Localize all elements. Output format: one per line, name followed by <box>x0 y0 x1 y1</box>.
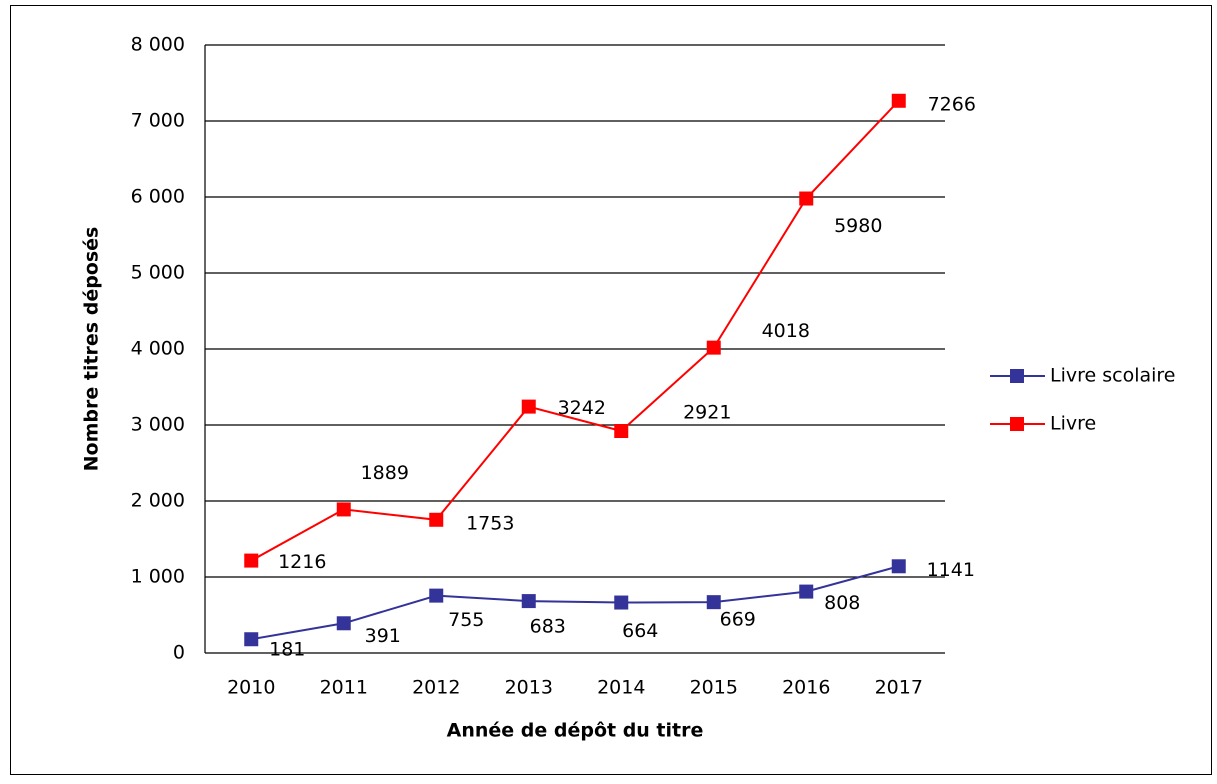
point-marker <box>336 616 351 631</box>
point-marker <box>521 594 536 609</box>
x-tick-label: 2011 <box>320 677 368 699</box>
series-line <box>250 100 900 562</box>
point-marker <box>244 553 259 568</box>
y-tick-label: 1 000 <box>131 566 185 588</box>
point-marker <box>799 584 814 599</box>
x-tick-label: 2016 <box>782 677 830 699</box>
data-label: 1753 <box>466 512 514 534</box>
data-label: 391 <box>365 625 401 647</box>
data-label: 4018 <box>762 320 810 342</box>
point-marker <box>429 512 444 527</box>
y-tick-label: 2 000 <box>131 490 185 512</box>
point-marker <box>706 340 721 355</box>
point-marker <box>799 191 814 206</box>
data-label: 181 <box>269 639 305 661</box>
point-marker <box>336 502 351 517</box>
chart-frame <box>10 5 1212 775</box>
data-label: 669 <box>720 609 756 631</box>
x-tick-label: 2017 <box>875 677 923 699</box>
y-tick-label: 4 000 <box>131 338 185 360</box>
legend-marker <box>1010 417 1024 431</box>
data-label: 1216 <box>278 551 326 573</box>
data-label: 755 <box>448 609 484 631</box>
point-marker <box>891 93 906 108</box>
data-label: 1141 <box>927 559 975 581</box>
legend-marker <box>1010 369 1024 383</box>
y-axis-title: Nombre titres déposés <box>81 227 103 472</box>
x-tick-label: 2012 <box>412 677 460 699</box>
y-tick-label: 3 000 <box>131 414 185 436</box>
point-marker <box>891 559 906 574</box>
legend-label: Livre <box>1050 413 1096 435</box>
data-label: 7266 <box>928 93 976 115</box>
data-label: 808 <box>824 592 860 614</box>
x-axis-title: Année de dépôt du titre <box>447 720 704 742</box>
data-label: 2921 <box>683 402 731 424</box>
x-tick-label: 2015 <box>690 677 738 699</box>
x-tick-label: 2014 <box>597 677 645 699</box>
data-label: 683 <box>530 616 566 638</box>
x-tick-label: 2010 <box>227 677 275 699</box>
point-marker <box>521 399 536 414</box>
y-tick-label: 7 000 <box>131 110 185 132</box>
series-line <box>251 565 900 641</box>
point-marker <box>706 595 721 610</box>
y-tick-label: 0 <box>173 642 185 664</box>
data-label: 5980 <box>834 215 882 237</box>
data-label: 3242 <box>558 397 606 419</box>
point-marker <box>429 588 444 603</box>
data-label: 1889 <box>361 462 409 484</box>
y-tick-label: 8 000 <box>131 34 185 56</box>
data-label: 664 <box>622 620 658 642</box>
x-tick-label: 2013 <box>505 677 553 699</box>
y-tick-label: 6 000 <box>131 186 185 208</box>
y-tick-label: 5 000 <box>131 262 185 284</box>
legend-label: Livre scolaire <box>1050 365 1176 387</box>
point-marker <box>614 595 629 610</box>
point-marker <box>244 632 259 647</box>
point-marker <box>614 424 629 439</box>
